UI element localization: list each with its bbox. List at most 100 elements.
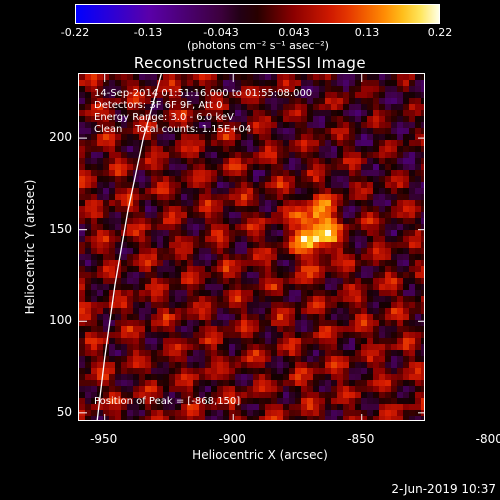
heatmap-cell (193, 128, 199, 134)
heatmap-cell (121, 110, 127, 116)
heatmap-cell (259, 362, 265, 368)
heatmap-cell (295, 266, 301, 272)
heatmap-cell (109, 74, 115, 80)
heatmap-cell (211, 104, 217, 110)
heatmap-cell (205, 410, 211, 416)
heatmap-cell (109, 290, 115, 296)
heatmap-cell (79, 146, 85, 152)
heatmap-cell (355, 164, 361, 170)
heatmap-cell (379, 326, 385, 332)
heatmap-cell (265, 350, 271, 356)
heatmap-cell (397, 344, 403, 350)
heatmap-cell (343, 158, 349, 164)
heatmap-cell (145, 380, 151, 386)
heatmap-cell (397, 254, 403, 260)
heatmap-cell (307, 254, 313, 260)
heatmap-cell (301, 362, 307, 368)
heatmap-cell (175, 332, 181, 338)
heatmap-cell (253, 158, 259, 164)
heatmap-cell (109, 236, 115, 242)
heatmap-cell (103, 392, 109, 398)
heatmap-cell (367, 98, 373, 104)
heatmap-cell (163, 152, 169, 158)
heatmap-cell (103, 230, 109, 236)
heatmap-cell (295, 110, 301, 116)
heatmap-cell (133, 368, 139, 374)
heatmap-cell (409, 182, 415, 188)
heatmap-cell (127, 356, 133, 362)
heatmap-cell (229, 122, 235, 128)
heatmap-cell (385, 338, 391, 344)
heatmap-cell (145, 296, 151, 302)
heatmap-cell (367, 194, 373, 200)
heatmap-cell (343, 398, 349, 404)
heatmap-cell (337, 296, 343, 302)
heatmap-cell (247, 290, 253, 296)
heatmap-cell (217, 398, 223, 404)
heatmap-cell (373, 152, 379, 158)
heatmap-cell (217, 164, 223, 170)
heatmap-cell (115, 326, 121, 332)
heatmap-cell (211, 356, 217, 362)
heatmap-cell (139, 92, 145, 98)
heatmap-cell (319, 104, 325, 110)
heatmap-cell (373, 80, 379, 86)
heatmap-cell (193, 116, 199, 122)
heatmap-cell (199, 212, 205, 218)
heatmap-cell (139, 386, 145, 392)
heatmap-cell (361, 92, 367, 98)
heatmap-cell (175, 308, 181, 314)
heatmap-cell (343, 86, 349, 92)
heatmap-cell (199, 194, 205, 200)
heatmap-cell (145, 368, 151, 374)
heatmap-cell (181, 122, 187, 128)
heatmap-cell (337, 224, 343, 230)
heatmap-cell (211, 308, 217, 314)
heatmap-cell (379, 146, 385, 152)
heatmap-cell (403, 302, 409, 308)
heatmap-cell (157, 236, 163, 242)
heatmap-cell (139, 104, 145, 110)
heatmap-cell (259, 338, 265, 344)
heatmap-cell (331, 332, 337, 338)
heatmap-cell (193, 392, 199, 398)
heatmap-cell (91, 266, 97, 272)
heatmap-cell (181, 86, 187, 92)
heatmap-cell (121, 122, 127, 128)
heatmap-cell (115, 242, 121, 248)
heatmap-cell (217, 110, 223, 116)
heatmap-cell (241, 308, 247, 314)
heatmap-cell (139, 242, 145, 248)
heatmap-cell (271, 302, 277, 308)
heatmap-cell (325, 188, 331, 194)
heatmap-cell (91, 188, 97, 194)
heatmap-cell (115, 80, 121, 86)
heatmap-cell (415, 302, 421, 308)
heatmap-cell (259, 260, 265, 266)
heatmap-cell (103, 116, 109, 122)
heatmap-cell (289, 110, 295, 116)
heatmap-cell (205, 116, 211, 122)
heatmap-cell (391, 302, 397, 308)
heatmap-cell (229, 98, 235, 104)
heatmap-cell (229, 146, 235, 152)
heatmap-cell (181, 212, 187, 218)
heatmap-cell (385, 98, 391, 104)
heatmap-cell (127, 224, 133, 230)
heatmap-cell (391, 212, 397, 218)
heatmap-cell (277, 104, 283, 110)
heatmap-cell (301, 344, 307, 350)
heatmap-cell (163, 266, 169, 272)
heatmap-cell (163, 416, 169, 420)
heatmap-cell (229, 362, 235, 368)
heatmap-cell (217, 416, 223, 420)
heatmap-cell (97, 314, 103, 320)
heatmap-cell (325, 386, 331, 392)
heatmap-cell (115, 110, 121, 116)
heatmap-cell (355, 374, 361, 380)
heatmap-cell (211, 140, 217, 146)
heatmap-cell (127, 218, 133, 224)
heatmap-cell (181, 236, 187, 242)
heatmap-cell (97, 284, 103, 290)
heatmap-cell (337, 320, 343, 326)
